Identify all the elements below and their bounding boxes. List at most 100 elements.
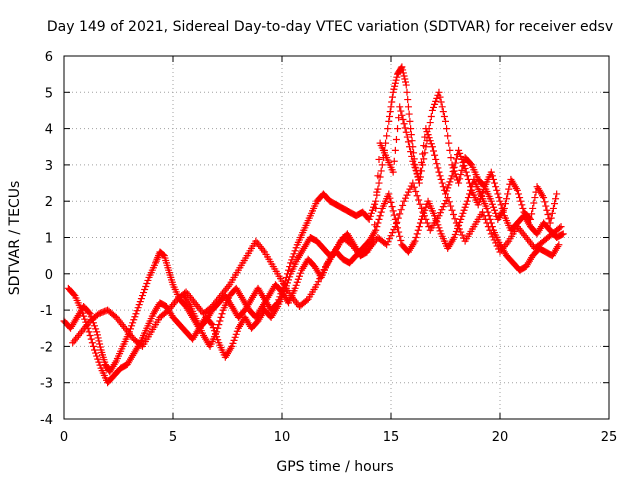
data-point [391,146,399,154]
data-point [292,244,300,252]
data-point [159,250,167,258]
data-point [441,200,449,208]
data-point [428,106,436,114]
data-point [425,134,433,142]
data-point [287,259,295,267]
data-point [137,295,145,303]
data-point [402,81,410,89]
data-point [403,191,411,199]
data-point [209,324,217,332]
data-point [493,186,501,194]
data-point [400,197,408,205]
data-point [445,198,453,206]
data-point [457,152,465,160]
data-point [519,204,527,212]
series-track-d [180,103,561,350]
data-point [427,113,435,120]
data-point [423,219,431,227]
data-point [140,289,148,297]
data-point [390,226,398,234]
data-point [399,66,407,74]
data-point [386,235,394,243]
data-point [547,214,555,222]
data-point [392,76,400,84]
data-point [504,190,512,198]
data-point [391,223,399,231]
data-point [70,290,78,298]
data-point [461,165,469,173]
data-point [460,206,468,214]
data-point [448,172,456,180]
data-point [134,304,142,312]
y-axis-label: SDTVAR / TECUs [7,181,23,296]
data-point [486,226,494,234]
y-tick-label: 2 [45,195,53,210]
data-points [60,63,567,387]
data-point [420,212,428,220]
data-point [457,228,465,236]
data-point [144,276,152,284]
data-point [452,219,460,227]
data-point [491,179,499,187]
data-point [214,324,222,332]
data-point [438,103,446,111]
data-point [433,160,441,168]
data-point [391,82,399,90]
data-point [426,119,434,127]
data-point [129,319,137,327]
data-point [531,194,539,202]
data-point [386,113,394,120]
data-point [481,215,489,223]
y-tick-label: -3 [40,377,53,392]
data-point [387,103,395,111]
data-point [452,155,460,163]
data-point [474,201,482,209]
data-point [413,230,421,238]
data-point [208,321,216,329]
data-point [394,125,402,133]
data-point [465,190,473,198]
data-point [422,203,430,211]
y-tick-label: 0 [45,268,53,283]
data-point [544,211,552,219]
data-point [434,164,442,172]
data-point [141,286,149,294]
data-point [494,190,502,198]
data-point [467,183,475,191]
y-tick-label: 1 [45,232,53,247]
data-point [435,88,443,96]
data-point [436,93,444,101]
data-point [231,333,239,341]
data-point [461,203,469,211]
x-tick-label: 15 [383,430,400,445]
data-point [80,312,88,320]
data-point [457,215,465,223]
data-point [390,157,398,165]
data-point [289,253,297,261]
data-point [373,188,381,196]
data-point [513,186,521,194]
data-point [420,155,428,163]
data-point [285,276,293,284]
data-point [410,183,418,191]
data-point [314,278,322,286]
data-point [518,201,526,209]
data-point [436,227,444,235]
data-point [557,223,565,231]
data-point [313,281,321,289]
data-point [427,140,435,148]
data-point [395,228,403,236]
data-point [525,214,533,222]
data-point [556,224,564,232]
data-point [378,161,386,169]
data-point [428,143,436,151]
data-point [386,108,394,116]
data-point [408,137,416,145]
data-point [404,103,412,111]
data-point [455,146,463,154]
data-point [410,160,418,168]
data-point [403,88,411,96]
data-point [96,343,104,351]
data-point [459,158,467,166]
data-point [546,219,554,227]
